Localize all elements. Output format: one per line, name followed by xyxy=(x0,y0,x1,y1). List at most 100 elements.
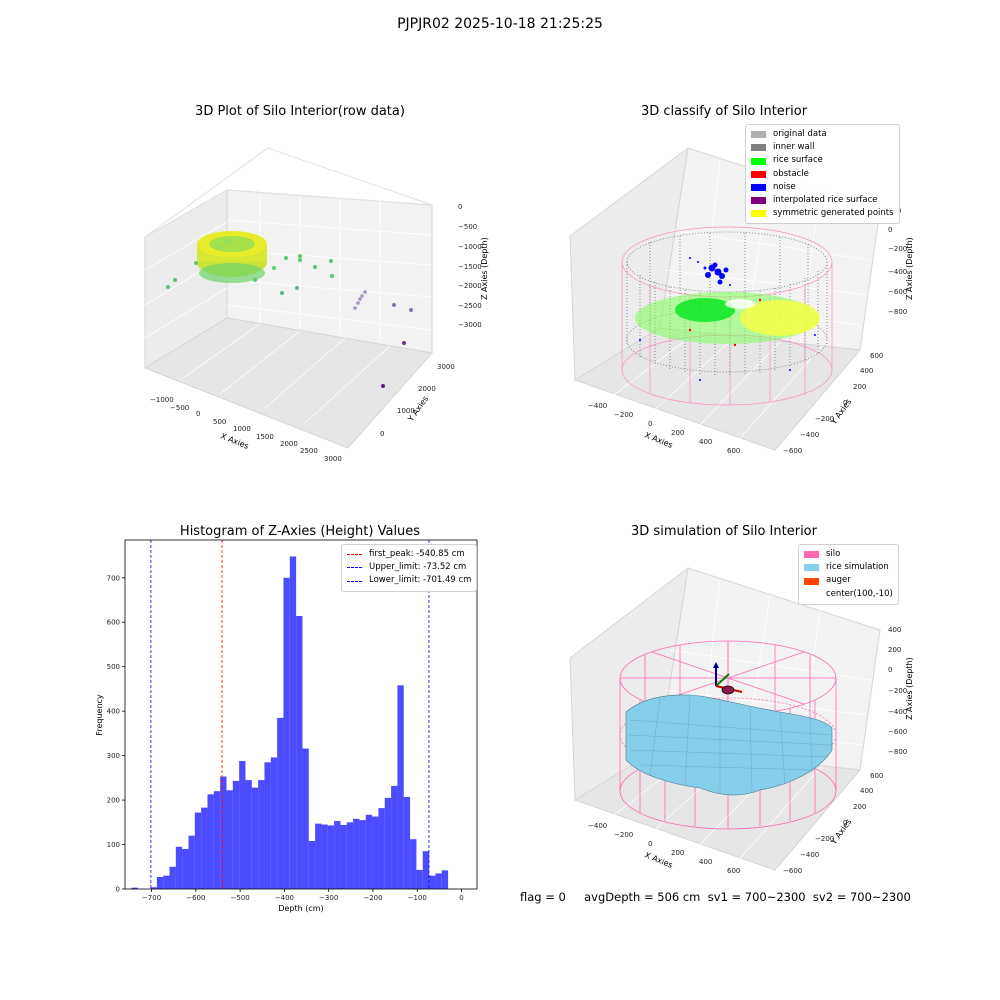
panel2-rice-surface xyxy=(635,292,820,344)
legend-label: silo xyxy=(826,549,841,559)
histogram-bar xyxy=(296,616,303,889)
histogram-bar xyxy=(270,757,278,889)
x-tick: 2000 xyxy=(280,440,298,448)
y-tick-label: 500 xyxy=(107,663,120,671)
histogram-plot-area: −700 −600 −500 −400 −300 −200 −100 0 0 100 200 300 4… xyxy=(107,540,464,902)
x-tick-label: −300 xyxy=(319,894,338,902)
x-tick-label: −500 xyxy=(231,894,250,902)
histogram-bar xyxy=(340,824,347,889)
panel1-title: 3D Plot of Silo Interior(row data) xyxy=(195,104,405,119)
z-tick: 0 xyxy=(458,203,462,211)
y-axis-label: Y Axies xyxy=(829,397,854,427)
legend-entry: rice simulation xyxy=(804,561,893,574)
x-tick-label: −400 xyxy=(275,894,294,902)
x-tick: −400 xyxy=(588,822,607,830)
panel4-y-ticks: −600 −400 −200 0 200 400 600 xyxy=(783,772,883,875)
legend-swatch xyxy=(804,577,819,585)
histogram-bar xyxy=(156,876,164,889)
panel2-legend: original data inner wall rice surface ob… xyxy=(745,124,900,225)
histogram-bar xyxy=(384,797,392,889)
histogram-bar xyxy=(163,875,170,889)
legend-entry: inner wall xyxy=(751,141,894,154)
histogram-bar xyxy=(201,807,208,889)
z-tick: 400 xyxy=(888,626,901,634)
y-tick-label: 200 xyxy=(107,797,120,805)
x-axis-label: X Axies xyxy=(219,432,250,451)
y-tick: −400 xyxy=(800,851,819,859)
z-tick: −200 xyxy=(888,245,907,253)
z-tick: −1000 xyxy=(458,243,482,251)
legend-label: obstacle xyxy=(773,168,809,179)
silo-ring-bottom xyxy=(199,263,265,283)
x-tick: −500 xyxy=(170,404,189,412)
histogram-bar xyxy=(321,824,328,889)
x-tick-label: −200 xyxy=(363,894,382,902)
z-tick: −800 xyxy=(888,308,907,316)
histogram-bar xyxy=(188,835,195,889)
z-tick: −1500 xyxy=(458,263,482,271)
legend-entry: interpolated rice surface xyxy=(751,194,894,207)
legend-label: auger xyxy=(826,575,851,586)
legend-swatch xyxy=(804,591,819,598)
x-tick-label: −700 xyxy=(142,894,161,902)
histogram-bar xyxy=(232,780,240,889)
z-tick: −500 xyxy=(458,223,477,231)
x-tick: 200 xyxy=(671,849,684,857)
histogram-bar xyxy=(194,812,202,889)
histogram-title: Histogram of Z-Axies (Height) Values xyxy=(179,524,421,539)
legend-entry: original data xyxy=(751,128,894,141)
panel2-title: 3D classify of Silo Interior xyxy=(640,104,808,119)
histogram-bar xyxy=(283,577,290,889)
z-tick: 200 xyxy=(888,646,901,654)
y-tick: −400 xyxy=(800,431,819,439)
x-tick: 400 xyxy=(699,858,712,866)
legend-entry: center(100,-10) xyxy=(804,588,893,601)
legend-entry: symmetric generated points xyxy=(751,207,894,220)
panel1-gridlines xyxy=(144,195,433,424)
histogram-bar xyxy=(308,840,316,889)
legend-label: noise xyxy=(773,181,796,192)
histogram-y-label: Frequency xyxy=(95,694,104,736)
x-tick: 500 xyxy=(213,418,226,426)
histogram-bar xyxy=(131,887,138,889)
y-tick: 3000 xyxy=(437,363,455,371)
histogram-bar xyxy=(277,717,284,889)
legend-entry: auger xyxy=(804,574,893,587)
histogram-bar xyxy=(264,762,271,889)
z-tick: −2000 xyxy=(458,282,482,290)
panel4-axis-ticks: −400 −200 0 200 400 600 X Axies −600 −40… xyxy=(588,626,914,875)
histogram-bar xyxy=(410,839,417,889)
legend-swatch xyxy=(751,170,766,178)
x-axis-label: X Axies xyxy=(643,851,674,870)
histogram-legend: first_peak: -540.85 cm Upper_limit: -73.… xyxy=(341,544,478,592)
legend-label: Lower_limit: -701.49 cm xyxy=(369,575,472,586)
histogram-bar xyxy=(416,869,423,889)
panel4-legend: silo rice simulation auger center(100,-1… xyxy=(798,544,899,605)
y-tick: −200 xyxy=(815,835,834,843)
panel4-3d-plot xyxy=(569,566,881,871)
histogram-bar xyxy=(422,851,430,889)
x-axis-label: X Axies xyxy=(643,431,674,450)
histogram-bar xyxy=(403,796,411,889)
y-tick-label: 700 xyxy=(107,574,120,582)
x-tick-label: −100 xyxy=(408,894,427,902)
y-tick: 400 xyxy=(860,787,873,795)
histogram-bar xyxy=(359,820,366,889)
panel4-rice-mesh xyxy=(627,695,833,794)
histogram-bar xyxy=(365,814,373,889)
panel1-scatter-points xyxy=(166,254,413,388)
y-tick: 0 xyxy=(843,399,847,407)
panel1-x-ticks: −1000 −500 0 500 1000 1500 2000 2500 300… xyxy=(150,396,342,463)
legend-swatch xyxy=(751,131,766,139)
x-tick-label: 0 xyxy=(459,894,463,902)
legend-entry: first_peak: -540.85 cm xyxy=(347,548,471,561)
x-tick: 0 xyxy=(648,420,652,428)
y-tick-label: 400 xyxy=(107,708,120,716)
histogram-bar xyxy=(239,760,246,889)
histogram-bar xyxy=(378,808,385,889)
y-tick-label: 600 xyxy=(107,619,120,627)
legend-entry: obstacle xyxy=(751,168,894,181)
panel1-top-edge xyxy=(144,147,433,238)
y-tick-label: 300 xyxy=(107,752,120,760)
z-tick: −600 xyxy=(888,728,907,736)
